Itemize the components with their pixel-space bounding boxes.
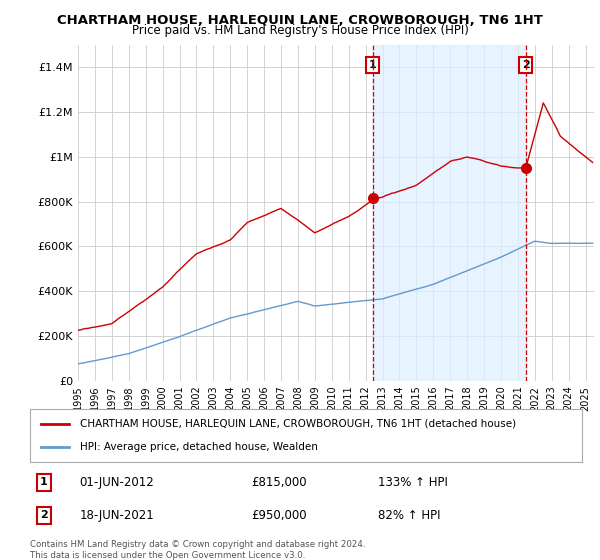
- Text: 82% ↑ HPI: 82% ↑ HPI: [378, 508, 440, 522]
- Text: Price paid vs. HM Land Registry's House Price Index (HPI): Price paid vs. HM Land Registry's House …: [131, 24, 469, 37]
- Bar: [373, 45, 526, 381]
- Text: 1: 1: [369, 60, 377, 70]
- Text: 133% ↑ HPI: 133% ↑ HPI: [378, 476, 448, 489]
- Text: CHARTHAM HOUSE, HARLEQUIN LANE, CROWBOROUGH, TN6 1HT (detached house): CHARTHAM HOUSE, HARLEQUIN LANE, CROWBORO…: [80, 419, 516, 429]
- Text: 2: 2: [522, 60, 530, 70]
- Text: 18-JUN-2021: 18-JUN-2021: [80, 508, 154, 522]
- Text: CHARTHAM HOUSE, HARLEQUIN LANE, CROWBOROUGH, TN6 1HT: CHARTHAM HOUSE, HARLEQUIN LANE, CROWBORO…: [57, 14, 543, 27]
- Text: HPI: Average price, detached house, Wealden: HPI: Average price, detached house, Weal…: [80, 442, 317, 452]
- Text: £950,000: £950,000: [251, 508, 307, 522]
- Text: 1: 1: [40, 477, 47, 487]
- Text: £815,000: £815,000: [251, 476, 307, 489]
- Text: Contains HM Land Registry data © Crown copyright and database right 2024.
This d: Contains HM Land Registry data © Crown c…: [30, 540, 365, 560]
- Text: 01-JUN-2012: 01-JUN-2012: [80, 476, 154, 489]
- Text: 2: 2: [40, 510, 47, 520]
